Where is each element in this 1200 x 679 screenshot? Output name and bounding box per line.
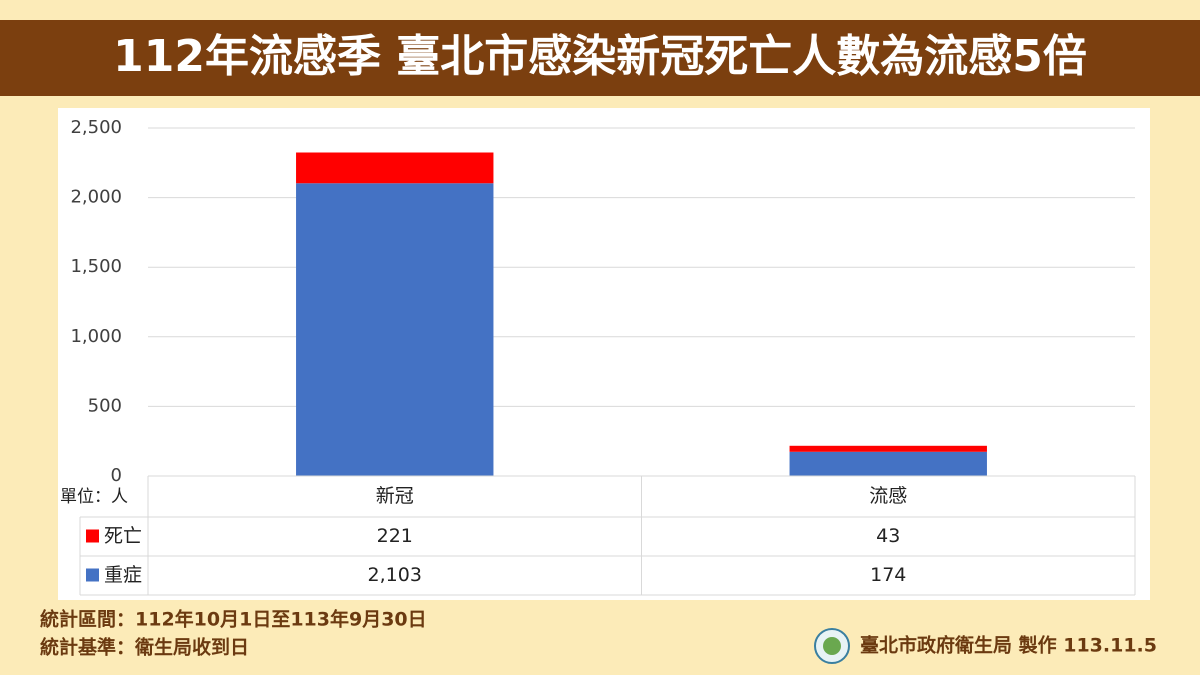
data-label: 174 [870,564,906,586]
y-tick-label: 1,500 [70,256,122,277]
y-tick-label: 0 [111,465,122,486]
y-tick-label: 2,000 [70,187,122,208]
title-bar [0,20,1200,96]
bar-segment [789,445,987,452]
legend-swatch [86,568,99,582]
bar-segment [296,183,494,477]
legend-label: 重症 [104,564,142,586]
chart-area [58,108,1150,600]
note: 統計區間：112年10月1日至113年9月30日 [40,608,427,631]
y-tick-label: 500 [88,395,122,416]
credit: 臺北市政府衛生局 製作 113.11.5 [860,634,1157,657]
data-label: 2,103 [368,564,422,586]
note: 統計基準：衛生局收到日 [40,636,249,659]
x-tick-label: 新冠 [376,485,414,507]
logo [814,628,850,664]
legend-swatch [86,529,99,543]
y-tick-label: 1,000 [70,326,122,347]
unit-label: 單位：人 [60,487,128,507]
data-label: 221 [377,525,413,547]
legend-label: 死亡 [104,525,142,547]
chart-title: 112年流感季 臺北市感染新冠死亡人數為流感5倍 [113,31,1087,82]
bar-segment [296,152,494,184]
y-tick-label: 2,500 [70,117,122,138]
bar-segment [789,451,987,476]
data-label: 43 [876,525,900,547]
x-tick-label: 流感 [869,485,907,507]
